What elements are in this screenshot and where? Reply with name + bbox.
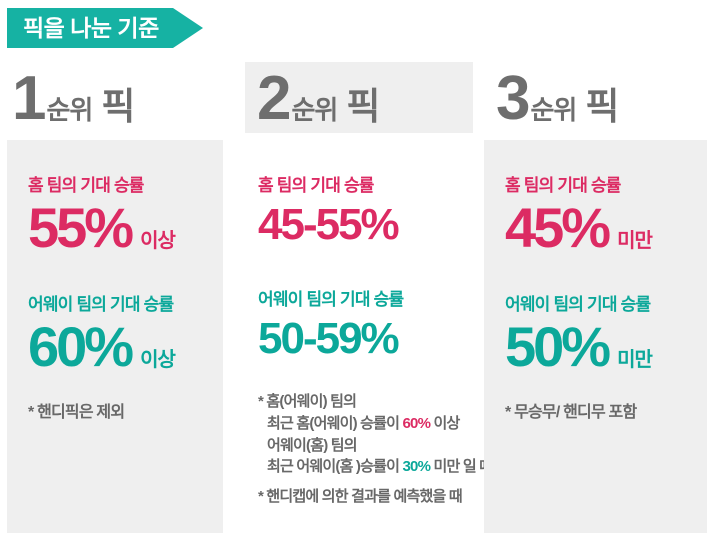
home-recent-winrate-value: 60% [402,414,431,432]
pick-column-2: 2 순위 픽 홈 팀의 기대 승률 45-55% 어웨이 팀의 기대 승률 50… [245,62,496,533]
rank-2-body: 홈 팀의 기대 승률 45-55% 어웨이 팀의 기대 승률 50-59% * … [245,140,496,533]
rank-number: 3 [496,64,531,133]
rank-1-header: 1 순위 픽 [7,62,223,133]
away-winrate-value: 50% [505,315,611,378]
rank-1-body: 홈 팀의 기대 승률 55% 이상 어웨이 팀의 기대 승률 60% 이상 * … [7,140,223,533]
pick-column-3: 3 순위 픽 홈 팀의 기대 승률 45% 미만 어웨이 팀의 기대 승률 50… [484,62,707,533]
conditions-line-4: 최근 어웨이(홈 )승률이 30% 미만 일 때. [267,458,496,476]
home-winrate-label: 홈 팀의 기대 승률 [28,176,144,195]
home-winrate-value: 45-55% [258,200,400,249]
rank-label: 픽 [585,86,619,127]
conditions-line-3: 어웨이(홈) 팀의 [267,436,358,454]
rank-2-header: 2 순위 픽 [245,62,473,133]
draw-included-note: * 무승무/ 핸디무 포함 [505,404,637,421]
section-title: 픽을 나눈 기준 [23,15,159,41]
away-winrate-label: 어웨이 팀의 기대 승률 [505,295,651,314]
conditions-line-1: * 홈(어웨이) 팀의 [258,393,357,411]
pick-column-1: 1 순위 픽 홈 팀의 기대 승률 55% 이상 어웨이 팀의 기대 승률 60… [7,62,223,533]
away-recent-winrate-value: 30% [402,458,431,476]
home-winrate-value: 55% [28,196,134,259]
rank-number: 2 [257,64,292,133]
rank-3-header: 3 순위 픽 [484,62,707,133]
home-winrate-value: 45% [505,196,611,259]
home-winrate-qualifier: 이상 [140,230,176,252]
handicap-prediction-note: * 핸디캡에 의한 결과를 예측했을 때 [258,488,463,506]
away-winrate-label: 어웨이 팀의 기대 승률 [28,295,174,314]
handipick-excluded-note: * 핸디픽은 제외 [28,404,125,421]
conditions-line-2: 최근 홈(어웨이) 승률이 60% 이상 [267,414,460,432]
away-winrate-qualifier: 이상 [140,349,176,371]
rank-number: 1 [12,64,47,133]
section-title-banner: 픽을 나눈 기준 [7,8,203,48]
away-winrate-qualifier: 미만 [617,349,653,371]
recent-winrate-conditions-note: * 홈(어웨이) 팀의 최근 홈(어웨이) 승률이 60% 이상 어웨이(홈) … [258,391,496,478]
home-winrate-qualifier: 미만 [617,230,653,252]
rank-suffix: 순위 [46,95,93,125]
rank-3-body: 홈 팀의 기대 승률 45% 미만 어웨이 팀의 기대 승률 50% 미만 * … [484,140,707,533]
away-winrate-label: 어웨이 팀의 기대 승률 [258,289,404,309]
home-winrate-label: 홈 팀의 기대 승률 [258,176,374,195]
rank-suffix: 순위 [530,95,577,125]
away-winrate-value: 50-59% [258,313,400,363]
rank-label: 픽 [346,86,380,127]
rank-suffix: 순위 [291,95,338,125]
home-winrate-label: 홈 팀의 기대 승률 [505,176,621,195]
rank-label: 픽 [101,86,135,127]
away-winrate-value: 60% [28,315,134,378]
